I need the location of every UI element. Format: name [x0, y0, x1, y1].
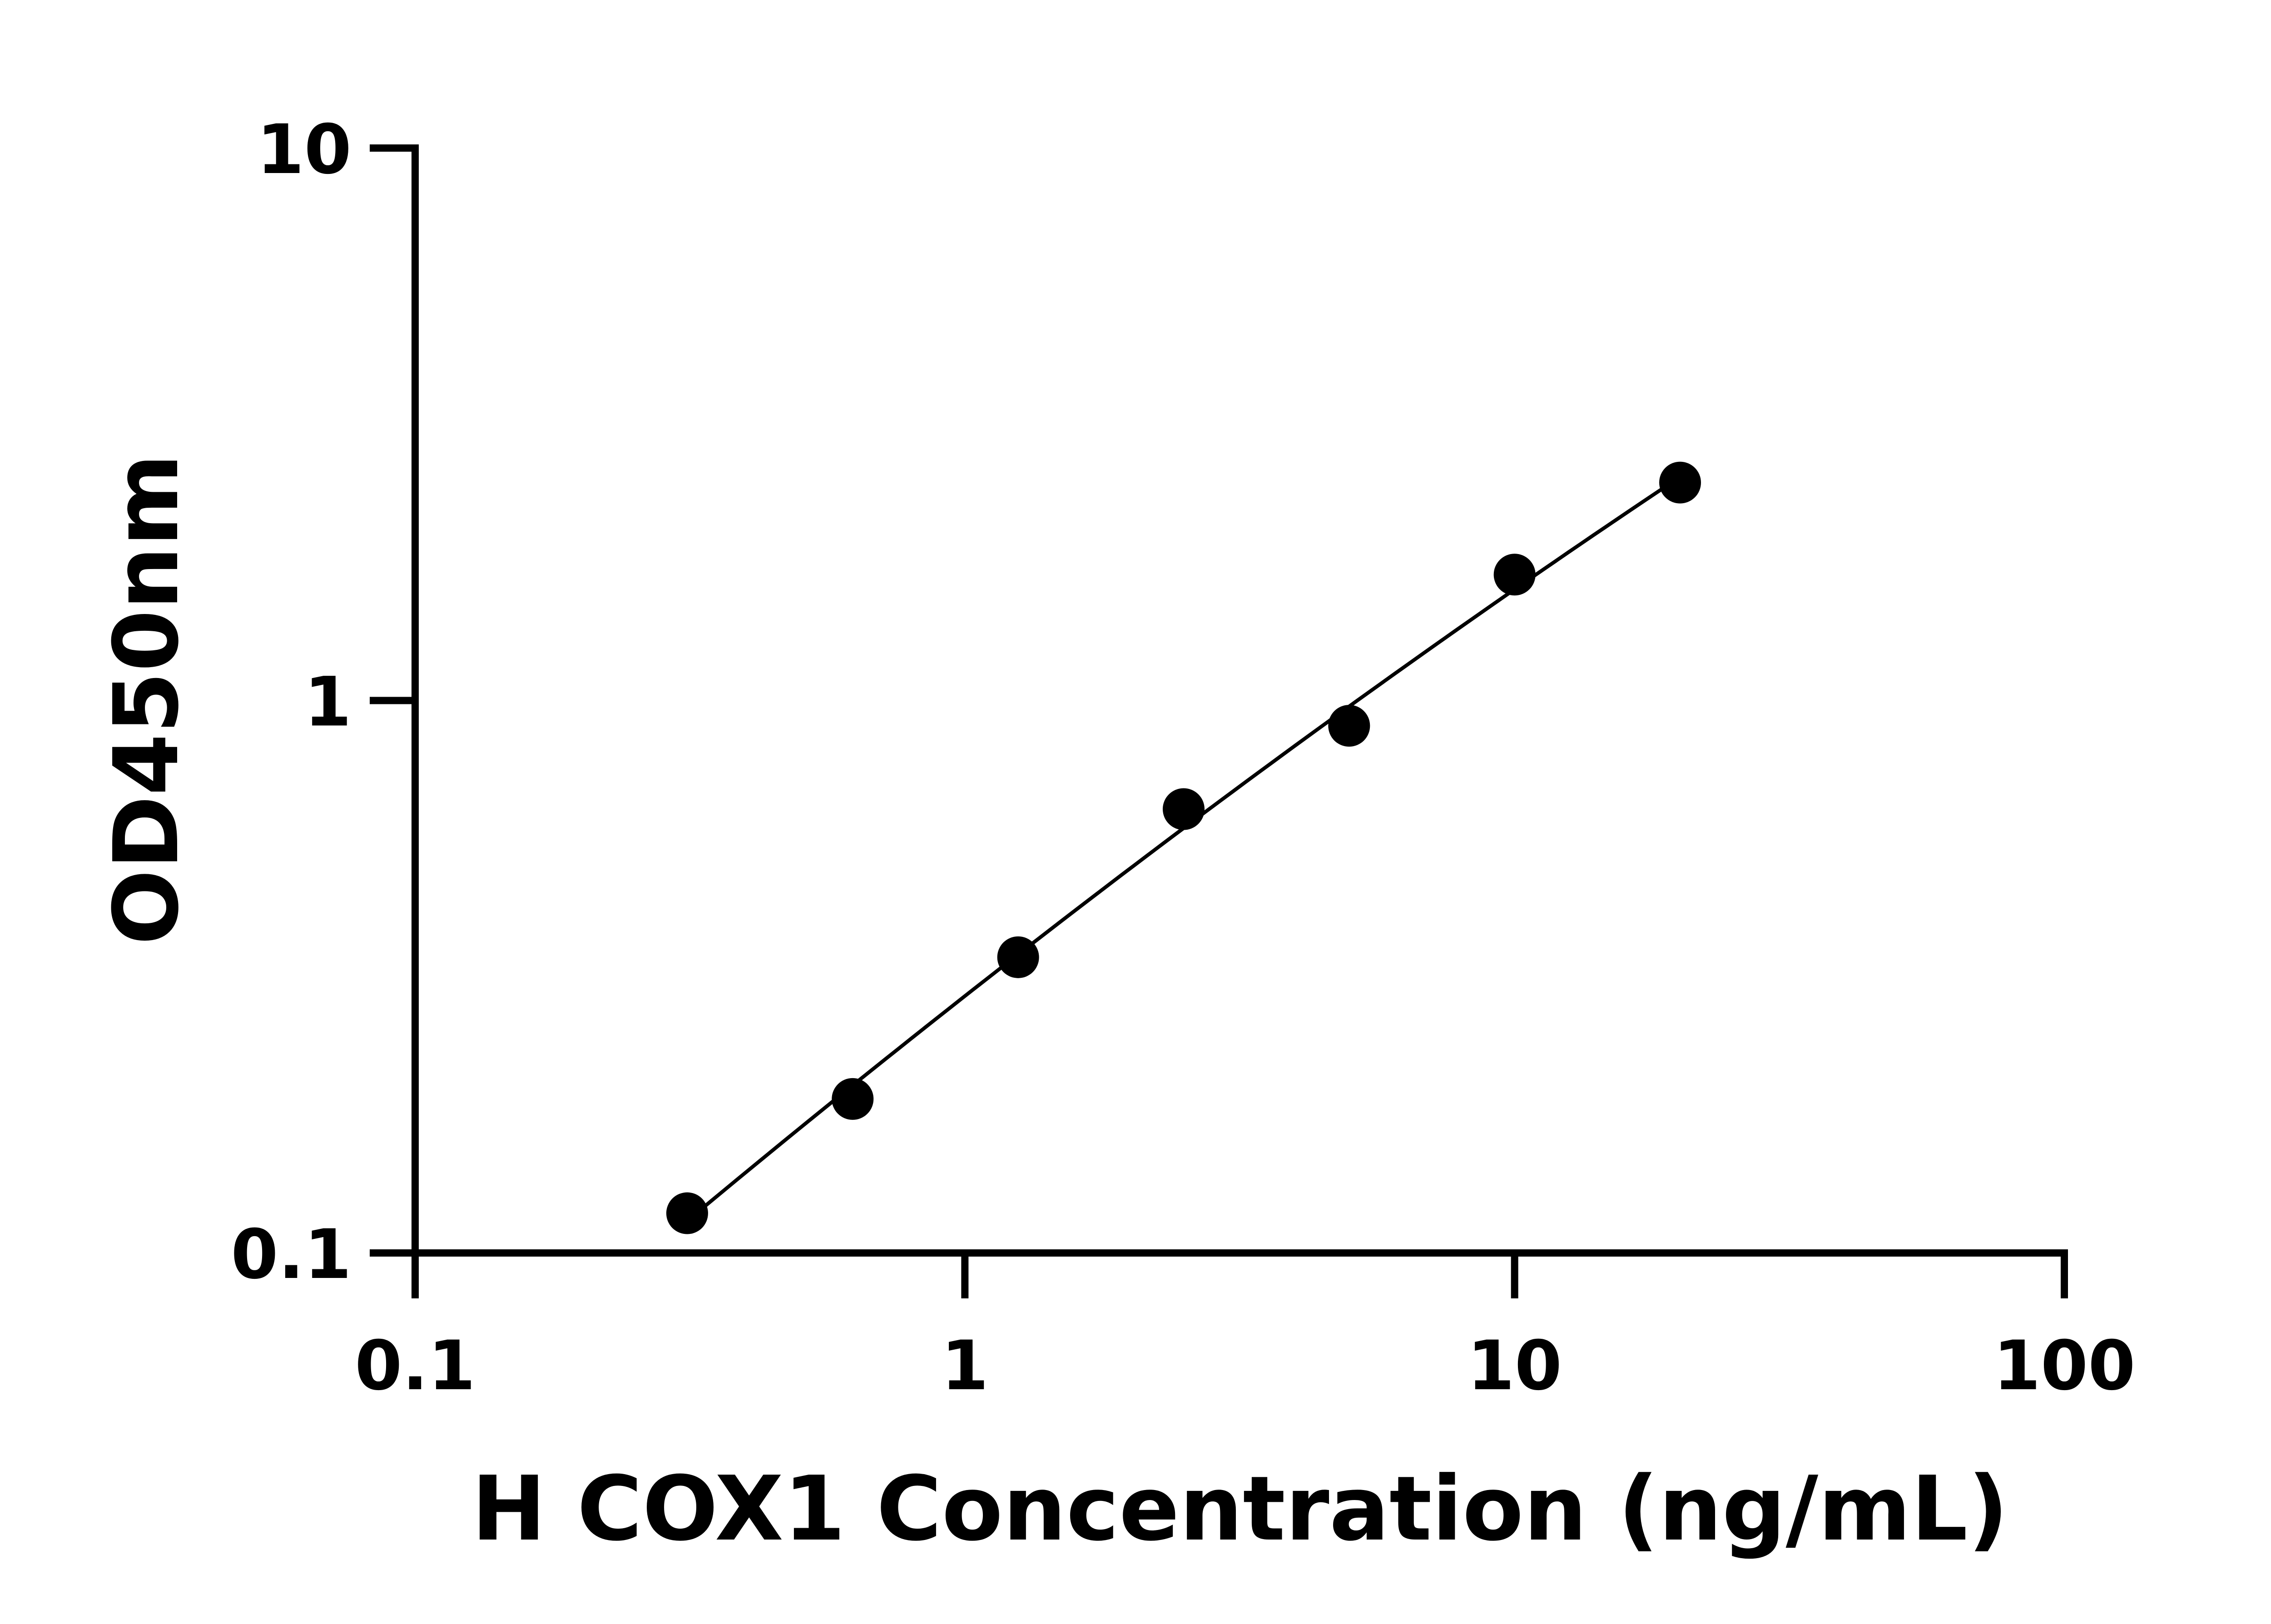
data-point: [1493, 554, 1536, 596]
y-tick-label: 1: [304, 663, 352, 742]
data-point: [1162, 788, 1205, 830]
x-tick-label: 10: [1467, 1327, 1562, 1406]
data-point: [832, 1078, 874, 1120]
y-tick-label: 10: [257, 110, 352, 189]
x-axis-title: H COX1 Concentration (ng/mL): [471, 1457, 2008, 1561]
y-axis-title: OD450nm: [95, 454, 198, 945]
data-point: [666, 1192, 708, 1234]
data-point: [997, 936, 1039, 978]
data-point: [1328, 705, 1370, 747]
y-tick-label: 0.1: [231, 1215, 352, 1294]
x-tick-label: 1: [941, 1327, 988, 1406]
x-tick-label: 0.1: [355, 1327, 476, 1406]
data-point: [1659, 461, 1701, 504]
axes: [412, 144, 2068, 1257]
x-tick-label: 100: [1993, 1327, 2135, 1406]
